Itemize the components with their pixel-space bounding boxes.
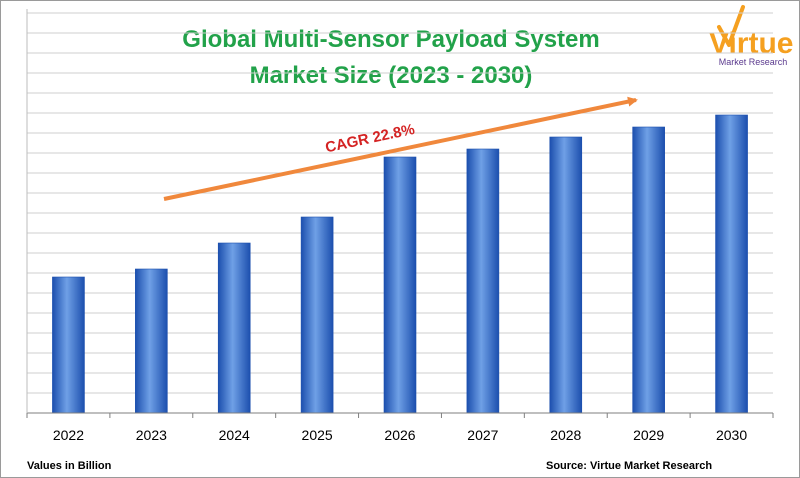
- bar-2029: [632, 126, 665, 414]
- x-tick-label-2028: 2028: [550, 427, 581, 443]
- bars: [52, 114, 748, 414]
- bar-2030: [715, 114, 748, 414]
- logo-sub-text: Market Research: [719, 57, 788, 67]
- bar-2026: [383, 156, 417, 414]
- footnote-values-unit: Values in Billion: [27, 460, 112, 472]
- x-tick-label-2025: 2025: [302, 427, 333, 443]
- bar-2028: [549, 136, 583, 414]
- bar-2024: [217, 242, 251, 414]
- cagr-arrow: [163, 96, 638, 201]
- x-tick-label-2029: 2029: [633, 427, 664, 443]
- virtue-logo: Virtue Market Research: [709, 5, 793, 67]
- bar-2025: [300, 216, 334, 414]
- x-tick-label-2023: 2023: [136, 427, 167, 443]
- x-tick-label-2030: 2030: [716, 427, 747, 443]
- bar-2023: [135, 268, 168, 414]
- x-tick-labels: 2022 2023 2024 2025 2026 2027 2028 2029 2030: [26, 413, 774, 443]
- logo-main-text: Virtue: [709, 27, 793, 60]
- x-tick-label-2026: 2026: [384, 427, 415, 443]
- bar-2027: [466, 148, 500, 414]
- bar-2022: [52, 276, 85, 414]
- chart-title-line-1: Global Multi-Sensor Payload System: [182, 26, 599, 53]
- x-tick-label-2027: 2027: [467, 427, 498, 443]
- x-tick-label-2022: 2022: [53, 427, 84, 443]
- footnote-source: Source: Virtue Market Research: [546, 460, 712, 472]
- chart-title-line-2: Market Size (2023 - 2030): [250, 62, 533, 89]
- x-tick-label-2024: 2024: [219, 427, 250, 443]
